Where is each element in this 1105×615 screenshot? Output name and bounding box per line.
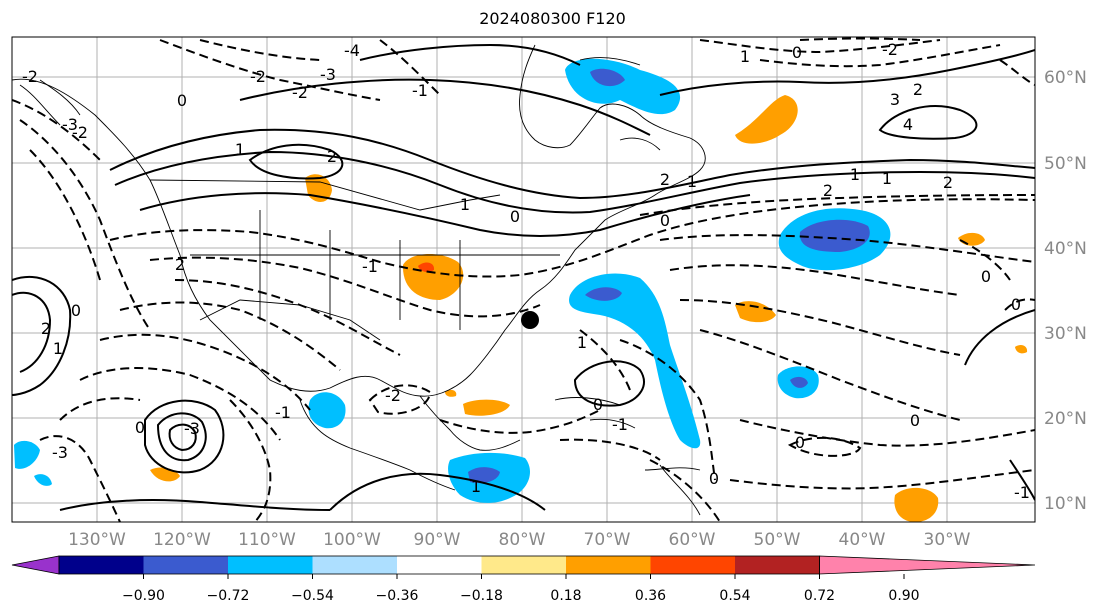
- contour-label: 3: [890, 90, 900, 109]
- contour-label: -1: [1014, 483, 1030, 502]
- colorbar-segment: [566, 556, 651, 574]
- lon-label: 80°W: [499, 530, 546, 550]
- contour-label: 0: [910, 411, 920, 430]
- contour-label: -2: [385, 386, 401, 405]
- contour-label: 0: [510, 207, 520, 226]
- colorbar-extend-low: [11, 555, 60, 575]
- colorbar-segment: [59, 556, 144, 574]
- figure-title: 2024080300 F120: [479, 9, 626, 28]
- contour-label: 2: [175, 255, 185, 274]
- contour-label: -2: [882, 40, 898, 59]
- contour-label: 0: [177, 91, 187, 110]
- contour-label: 0: [660, 211, 670, 230]
- contours-positive: [12, 43, 1035, 511]
- lon-label: 90°W: [414, 530, 461, 550]
- lat-label: 50°N: [1044, 154, 1087, 174]
- colorbar-tick-label: 0.36: [635, 588, 666, 604]
- longitude-labels: 130°W 120°W 110°W 100°W 90°W 80°W 70°W 6…: [68, 530, 971, 550]
- contour-label: -2: [22, 67, 38, 86]
- lon-label: 40°W: [839, 530, 886, 550]
- contour-label: 1: [687, 172, 697, 191]
- contour-label: 0: [792, 43, 802, 62]
- contour-label: -3: [320, 65, 336, 84]
- lon-label: 50°W: [754, 530, 801, 550]
- colorbar-tick-label: 0.18: [550, 588, 581, 604]
- contour-label: -2: [250, 67, 266, 86]
- lat-label: 30°N: [1044, 324, 1087, 344]
- latitude-labels: 60°N 50°N 40°N 30°N 20°N 10°N: [1044, 68, 1087, 514]
- colorbar-tick-label: −0.18: [460, 588, 503, 604]
- contour-label: -3: [62, 115, 78, 134]
- colorbar-tick-label: 0.90: [888, 588, 919, 604]
- contour-label: 2: [913, 80, 923, 99]
- contour-label: 1: [882, 169, 892, 188]
- lon-label: 30°W: [924, 530, 971, 550]
- lon-label: 100°W: [323, 530, 381, 550]
- contour-label: 1: [235, 140, 245, 159]
- contours-negative: [12, 37, 1035, 522]
- contour-label: -2: [292, 83, 308, 102]
- contour-label: 0: [135, 418, 145, 437]
- colorbar-segment: [650, 556, 736, 574]
- shaded-areas: [14, 58, 1028, 522]
- colorbar-tick-labels: −0.90 −0.72 −0.54 −0.36 −0.18 0.18 0.36 …: [122, 588, 920, 604]
- colorbar-segment: [228, 556, 313, 574]
- contour-label: 0: [1011, 295, 1021, 314]
- colorbar-segment: [312, 556, 398, 574]
- contour-label: 2: [327, 147, 337, 166]
- contour-label: -1: [275, 403, 291, 422]
- colorbar-segment: [397, 556, 482, 574]
- colorbar-segment: [481, 556, 567, 574]
- contour-label: 1: [53, 339, 63, 358]
- contour-label: 0: [709, 469, 719, 488]
- contour-label: 0: [981, 267, 991, 286]
- contour-labels: -2 -3 -4 -2 0 -1 -2 2 1 -2 -3 -1 -3 2 1 …: [22, 40, 1030, 502]
- lat-label: 40°N: [1044, 239, 1087, 259]
- map-area: [12, 37, 1035, 522]
- contour-label: -3: [52, 443, 68, 462]
- colorbar-tick-label: 0.54: [719, 588, 750, 604]
- colorbar: [11, 555, 1036, 579]
- contour-label: -1: [362, 257, 378, 276]
- colorbar-tick-label: −0.90: [122, 588, 165, 604]
- contour-label: 1: [460, 195, 470, 214]
- contour-label: 1: [471, 477, 481, 496]
- contour-label: 0: [71, 301, 81, 320]
- lat-label: 60°N: [1044, 68, 1087, 88]
- lon-label: 70°W: [584, 530, 631, 550]
- contour-label: -3: [184, 419, 200, 438]
- contour-label: 0: [593, 395, 603, 414]
- map-frame: [11, 36, 1036, 523]
- contour-label: 4: [903, 115, 913, 134]
- colorbar-segment: [735, 556, 820, 574]
- contour-label: -1: [412, 81, 428, 100]
- lat-label: 20°N: [1044, 409, 1087, 429]
- colorbar-tick-label: −0.72: [207, 588, 250, 604]
- lat-label: 10°N: [1044, 494, 1087, 514]
- contour-label: -1: [612, 415, 628, 434]
- contour-label: 1: [850, 165, 860, 184]
- colorbar-extend-high: [819, 555, 1036, 575]
- contour-label: 1: [740, 47, 750, 66]
- contour-label: 2: [943, 173, 953, 192]
- lon-label: 110°W: [238, 530, 296, 550]
- contour-label: -2: [72, 123, 88, 142]
- contour-label: 2: [41, 319, 51, 338]
- lon-label: 120°W: [153, 530, 211, 550]
- colorbar-tick-label: −0.54: [291, 588, 334, 604]
- colorbar-tick-label: −0.36: [376, 588, 419, 604]
- colorbar-outline: [58, 555, 820, 575]
- contour-label: 0: [795, 433, 805, 452]
- lon-label: 60°W: [669, 530, 716, 550]
- colorbar-segment: [143, 556, 229, 574]
- contour-label: 2: [660, 170, 670, 189]
- lon-label: 130°W: [68, 530, 126, 550]
- location-marker: [521, 311, 539, 329]
- colorbar-tick-label: 0.72: [804, 588, 835, 604]
- contour-label: -4: [344, 41, 360, 60]
- contour-label: 1: [577, 333, 587, 352]
- contour-label: 2: [823, 181, 833, 200]
